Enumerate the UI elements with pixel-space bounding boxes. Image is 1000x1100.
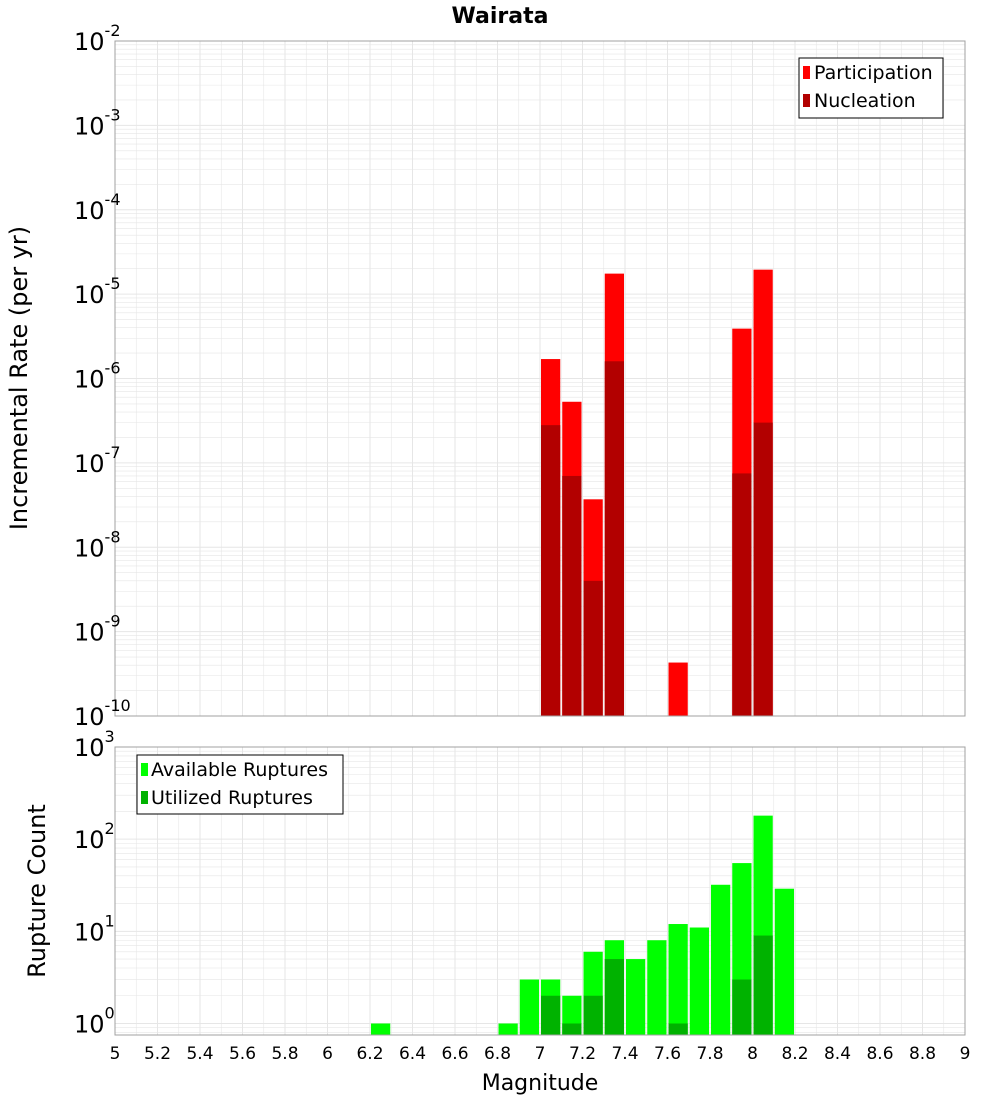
x-tick-label: 8.4 [824,1044,851,1064]
x-tick-label: 7.6 [654,1044,681,1064]
available-legend-swatch [141,763,148,776]
x-tick-label: 7.8 [696,1044,723,1064]
rate-y-tick-exponent: -6 [105,359,121,378]
x-tick-label: 8.6 [866,1044,893,1064]
count-y-tick-label: 100 [74,1003,115,1038]
utilized-ruptures-bar [604,959,624,1035]
rate-legend-box [798,57,944,119]
participation-legend-swatch [803,66,810,79]
x-tick-label: 9 [960,1044,971,1064]
rate-y-tick-label: 10-3 [74,105,121,140]
available-ruptures-bar [371,1023,391,1035]
count-grid [115,747,965,1035]
nucleation-bar [562,475,582,716]
count-legend-box [136,754,344,815]
x-tick-label: 8 [747,1044,758,1064]
utilized-ruptures-bar [541,995,561,1035]
x-tick-label: 7.2 [569,1044,596,1064]
x-tick-label: 6.4 [399,1044,426,1064]
utilized-ruptures-bar [732,979,752,1035]
available-ruptures-bar [519,979,539,1035]
nucleation-bar [604,361,624,716]
count-y-axis-label: Rupture Count [23,804,51,978]
x-tick-label: 5.8 [271,1044,298,1064]
count-bars [371,815,794,1035]
count-legend: Available Ruptures Utilized Ruptures [136,754,344,815]
x-tick-label: 8.2 [781,1044,808,1064]
nucleation-legend-label: Nucleation [814,90,916,112]
rate-y-tick-exponent: -5 [105,274,121,293]
rate-y-tick-label: 10-4 [74,190,121,225]
x-tick-label: 7 [535,1044,546,1064]
available-ruptures-bar [774,888,794,1035]
utilized-legend-label: Utilized Ruptures [151,787,313,809]
x-tick-label: 5 [110,1044,121,1064]
rate-y-tick-label: 10-10 [74,696,131,731]
rate-y-tick-exponent: -8 [105,527,121,546]
available-ruptures-bar [711,884,731,1035]
utilized-ruptures-bar [753,935,773,1035]
participation-legend-label: Participation [814,62,933,84]
x-tick-label: 6.8 [484,1044,511,1064]
available-ruptures-bar [626,959,646,1035]
nucleation-bar [732,473,752,716]
rate-y-tick-exponent: -4 [105,190,121,209]
x-tick-label: 6.2 [356,1044,383,1064]
nucleation-bar [583,580,603,716]
count-y-tick-label: 103 [74,727,115,762]
rate-y-tick-label: 10-9 [74,612,121,647]
nucleation-bar [541,425,561,716]
rate-legend: Participation Nucleation [798,57,944,119]
rate-y-tick-label: 10-6 [74,359,121,394]
count-plot-frame [114,746,966,1036]
count-y-tick-exponent: 3 [105,727,115,746]
rate-y-tick-exponent: -10 [105,696,131,715]
chart-title: Wairata [452,4,549,29]
x-axis-label: Magnitude [482,1071,599,1096]
count-y-tick-label: 101 [74,911,115,946]
rate-y-tick-exponent: -3 [105,105,121,124]
participation-bar [668,662,688,716]
available-ruptures-bar [647,940,667,1035]
rate-y-tick-label: 10-7 [74,443,121,478]
utilized-ruptures-bar [583,995,603,1035]
x-tick-label: 5.2 [144,1044,171,1064]
x-tick-label: 6.6 [441,1044,468,1064]
rate-y-tick-exponent: -2 [105,21,121,40]
x-tick-label: 5.4 [186,1044,213,1064]
available-ruptures-bar [689,927,709,1035]
count-y-tick-exponent: 1 [105,911,115,930]
x-tick-label: 8.8 [909,1044,936,1064]
nucleation-legend-swatch [803,94,810,107]
count-y-tick-label: 102 [74,819,115,854]
available-ruptures-bar [668,924,688,1035]
rate-y-tick-label: 10-5 [74,274,121,309]
count-y-tick-exponent: 2 [105,819,115,838]
x-axis-ticks: 5 5.2 5.4 5.6 5.8 6 6.2 6.4 6.6 6.8 7 7.2 7.4 7.6 7.8 8… [110,1044,971,1064]
rate-y-axis-label: Incremental Rate (per yr) [5,226,33,530]
rate-y-tick-label: 10-8 [74,527,121,562]
utilized-ruptures-bar [562,1023,582,1035]
rate-y-tick-label: 10-2 [74,21,121,56]
rate-grid [115,41,965,716]
x-tick-label: 6 [322,1044,333,1064]
x-tick-label: 5.6 [229,1044,256,1064]
rate-panel: 10-10 10-9 10-8 10-7 10-6 10-5 10-4 10-3 10-2 In… [5,21,966,731]
utilized-legend-swatch [141,791,148,804]
rate-bars [541,269,773,716]
nucleation-bar [753,422,773,716]
x-tick-label: 7.4 [611,1044,638,1064]
rate-y-tick-exponent: -7 [105,443,121,462]
rate-plot-frame [114,40,966,717]
count-y-tick-exponent: 0 [105,1003,115,1022]
available-ruptures-bar [498,1023,518,1035]
rate-y-tick-exponent: -9 [105,612,121,631]
available-legend-label: Available Ruptures [151,759,328,781]
utilized-ruptures-bar [668,1023,688,1035]
